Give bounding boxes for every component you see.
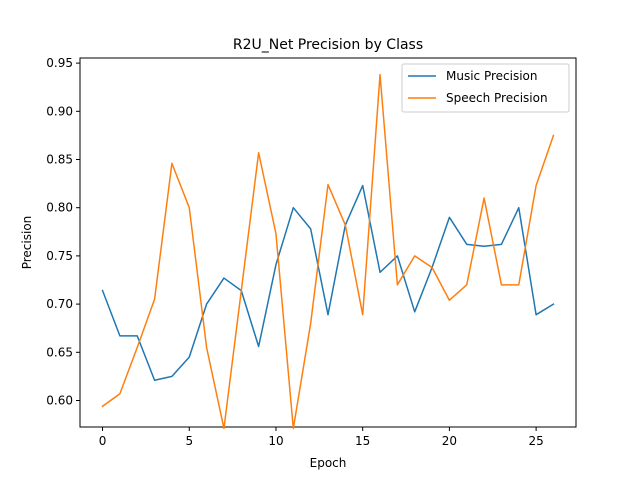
y-tick-label: 0.90 — [46, 104, 73, 118]
x-tick-label: 25 — [528, 434, 543, 448]
x-tick-label: 20 — [442, 434, 457, 448]
y-tick-label: 0.65 — [46, 345, 73, 359]
y-tick-label: 0.75 — [46, 249, 73, 263]
y-tick-label: 0.85 — [46, 153, 73, 167]
legend: Music Precision Speech Precision — [401, 63, 570, 113]
legend-box — [401, 63, 570, 113]
x-tick-label: 0 — [99, 434, 107, 448]
x-axis-label: Epoch — [310, 456, 347, 470]
y-axis-label: Precision — [20, 216, 34, 270]
series-line-speech-precision — [101, 73, 555, 430]
series-lines — [101, 73, 555, 430]
y-tick-label: 0.95 — [46, 56, 73, 70]
y-tick-label: 0.60 — [46, 393, 73, 407]
x-tick-label: 10 — [268, 434, 283, 448]
y-axis: 0.60 0.65 0.70 0.75 0.80 0.85 0.90 0.95 — [46, 56, 80, 407]
x-tick-label: 5 — [185, 434, 193, 448]
series-line-music-precision — [101, 184, 555, 381]
legend-label-music: Music Precision — [446, 69, 538, 83]
x-tick-label: 15 — [355, 434, 370, 448]
legend-label-speech: Speech Precision — [446, 91, 548, 105]
y-tick-label: 0.80 — [46, 201, 73, 215]
x-axis: 0 5 10 15 20 25 — [99, 427, 544, 448]
chart-title: R2U_Net Precision by Class — [233, 37, 423, 53]
y-tick-label: 0.70 — [46, 297, 73, 311]
plot-frame — [79, 57, 577, 428]
